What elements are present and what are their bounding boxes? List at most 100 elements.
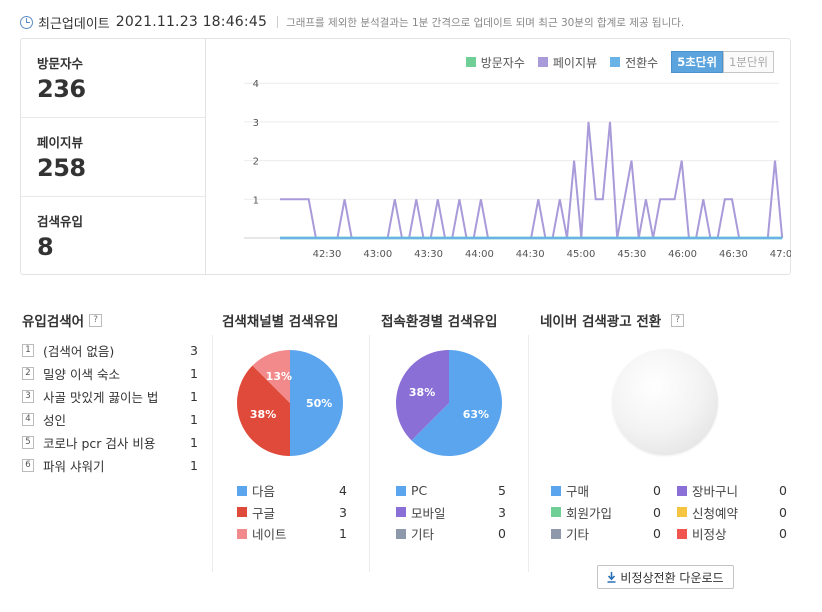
help-icon[interactable]: ? [671,313,685,327]
keyword-section-title: 유입검색어 ? [22,310,103,330]
stat-label: 페이지뷰 [37,135,84,150]
legend-label: 페이지뷰 [552,55,598,70]
legend-row-label: 네이트 [252,527,287,543]
chart-legend: 방문자수 페이지뷰 전환수 5초단위 1분단위 [465,51,774,73]
y-tick-label: 1 [253,195,259,206]
legend-row-value: 0 [653,526,661,542]
ads-legend-row: 비정상 0 [677,523,787,545]
x-tick-label: 45:00 [567,249,596,260]
keyword-count: 1 [190,389,198,404]
keyword-text[interactable]: (검색어 없음) [43,344,115,359]
pie-slice [290,350,343,456]
ads-legend-list: 구매 0 장바구니 0 회원가입 0 신청예약 0 기타 0 비정상 0 [551,480,787,545]
keyword-row[interactable]: 3 사골 맛있게 끓이는 법 1 [22,385,198,408]
legend-row-value: 0 [779,483,787,499]
legend-swatch [396,528,406,539]
channel-section-title: 검색채널별 검색유입 [222,314,339,330]
keyword-rank: 3 [22,390,34,403]
keyword-count: 1 [190,458,198,473]
legend-row: 모바일 3 [396,502,506,524]
pie-slice [252,350,290,403]
channel-legend-list: 다음 4 구글 3 네이트 1 [237,480,347,545]
x-tick-label: 44:00 [465,249,494,260]
legend-swatch [396,485,406,496]
legend-item-conversions[interactable]: 전환수 [610,54,658,71]
ads-empty-pie [612,349,718,455]
keyword-row[interactable]: 6 파워 샤워기 1 [22,454,198,477]
legend-swatch [396,507,406,518]
keyword-row[interactable]: 5 코로나 pcr 검사 비용 1 [22,431,198,454]
keyword-text[interactable]: 성인 [43,413,67,428]
legend-swatch [237,485,247,496]
ads-section-title: 네이버 검색광고 전환 ? [540,310,685,330]
keyword-rank: 4 [22,413,34,426]
x-tick-label: 44:30 [516,249,545,260]
x-tick-label: 47:00 [770,249,791,260]
legend-swatch [551,485,561,496]
legend-swatch [237,507,247,518]
keyword-count: 1 [190,366,198,381]
ads-title-text: 네이버 검색광고 전환 [540,314,662,330]
unit-5sec-button[interactable]: 5초단위 [671,51,723,73]
legend-swatch [551,528,561,539]
stat-value: 8 [37,233,54,261]
legend-row-label: PC [411,483,428,499]
keyword-text[interactable]: 파워 샤워기 [43,459,105,474]
keyword-row[interactable]: 4 성인 1 [22,408,198,431]
legend-row-label: 신청예약 [692,505,739,521]
update-datetime: 2021.11.23 18:46:45 [115,14,268,30]
legend-item-pageviews[interactable]: 페이지뷰 [537,54,598,71]
legend-swatch [677,507,687,518]
pie-slice [237,365,290,456]
ads-legend-row: 장바구니 0 [677,480,787,502]
download-icon [607,571,616,583]
keyword-text[interactable]: 사골 맛있게 끓이는 법 [43,390,159,405]
series-line-0 [280,121,784,239]
legend-row-label: 회원가입 [566,505,613,521]
update-note: 그래프를 제외한 분석결과는 1분 간격으로 업데이트 되며 최근 30분의 합… [286,16,685,29]
legend-row-label: 장바구니 [692,484,739,500]
legend-row-value: 0 [653,483,661,499]
legend-swatch [677,485,687,496]
realtime-panel: 방문자수 236 페이지뷰 258 검색유입 8 방문자수 페이지뷰 전환수 5… [20,38,791,275]
y-tick-label: 3 [253,118,259,129]
keyword-count: 1 [190,412,198,427]
pie-percent-label: 38% [250,408,276,421]
keyword-row[interactable]: 1 (검색어 없음) 3 [22,339,198,362]
update-header: 최근업데이트 2021.11.23 18:46:45 그래프를 제외한 분석결과… [20,12,684,32]
realtime-line-chart: 1 2 3 4 42:30 43:00 43:30 44:00 44:30 45:00 45:30 4… [244,79,791,260]
section-divider [369,335,370,572]
pie-percent-label: 63% [463,408,489,421]
legend-row-value: 5 [498,483,506,499]
legend-row-label: 구매 [566,484,590,500]
ads-legend-row: 회원가입 0 [551,502,661,524]
x-tick-label: 46:30 [719,249,748,260]
pie-slice [411,350,502,456]
help-icon[interactable]: ? [89,313,103,327]
keyword-text[interactable]: 밀양 이색 숙소 [43,367,120,382]
keyword-count: 1 [190,435,198,450]
env-pie-chart: 63% 38% [396,350,502,456]
legend-row-value: 0 [653,504,661,520]
legend-swatch [551,507,561,518]
legend-swatch [677,528,687,539]
x-tick-label: 43:00 [363,249,392,260]
legend-item-visitors[interactable]: 방문자수 [465,54,525,71]
legend-row-value: 0 [779,526,787,542]
legend-row: 네이트 1 [237,523,347,545]
legend-row-value: 0 [498,526,506,542]
legend-row-label: 구글 [252,505,276,521]
keyword-rank: 5 [22,436,34,449]
keyword-row[interactable]: 2 밀양 이색 숙소 1 [22,362,198,385]
env-legend-list: PC 5 모바일 3 기타 0 [396,480,506,545]
stat-value: 258 [37,154,86,182]
legend-row-label: 다음 [252,484,276,500]
stat-label: 방문자수 [37,56,84,71]
unit-1min-button[interactable]: 1분단위 [722,51,774,73]
keyword-text[interactable]: 코로나 pcr 검사 비용 [43,436,156,451]
legend-row: PC 5 [396,480,506,502]
pie-slice [396,350,449,441]
download-abnormal-button[interactable]: 비정상전환 다운로드 [597,565,734,589]
legend-row: 다음 4 [237,480,347,502]
keyword-count: 3 [190,343,198,358]
